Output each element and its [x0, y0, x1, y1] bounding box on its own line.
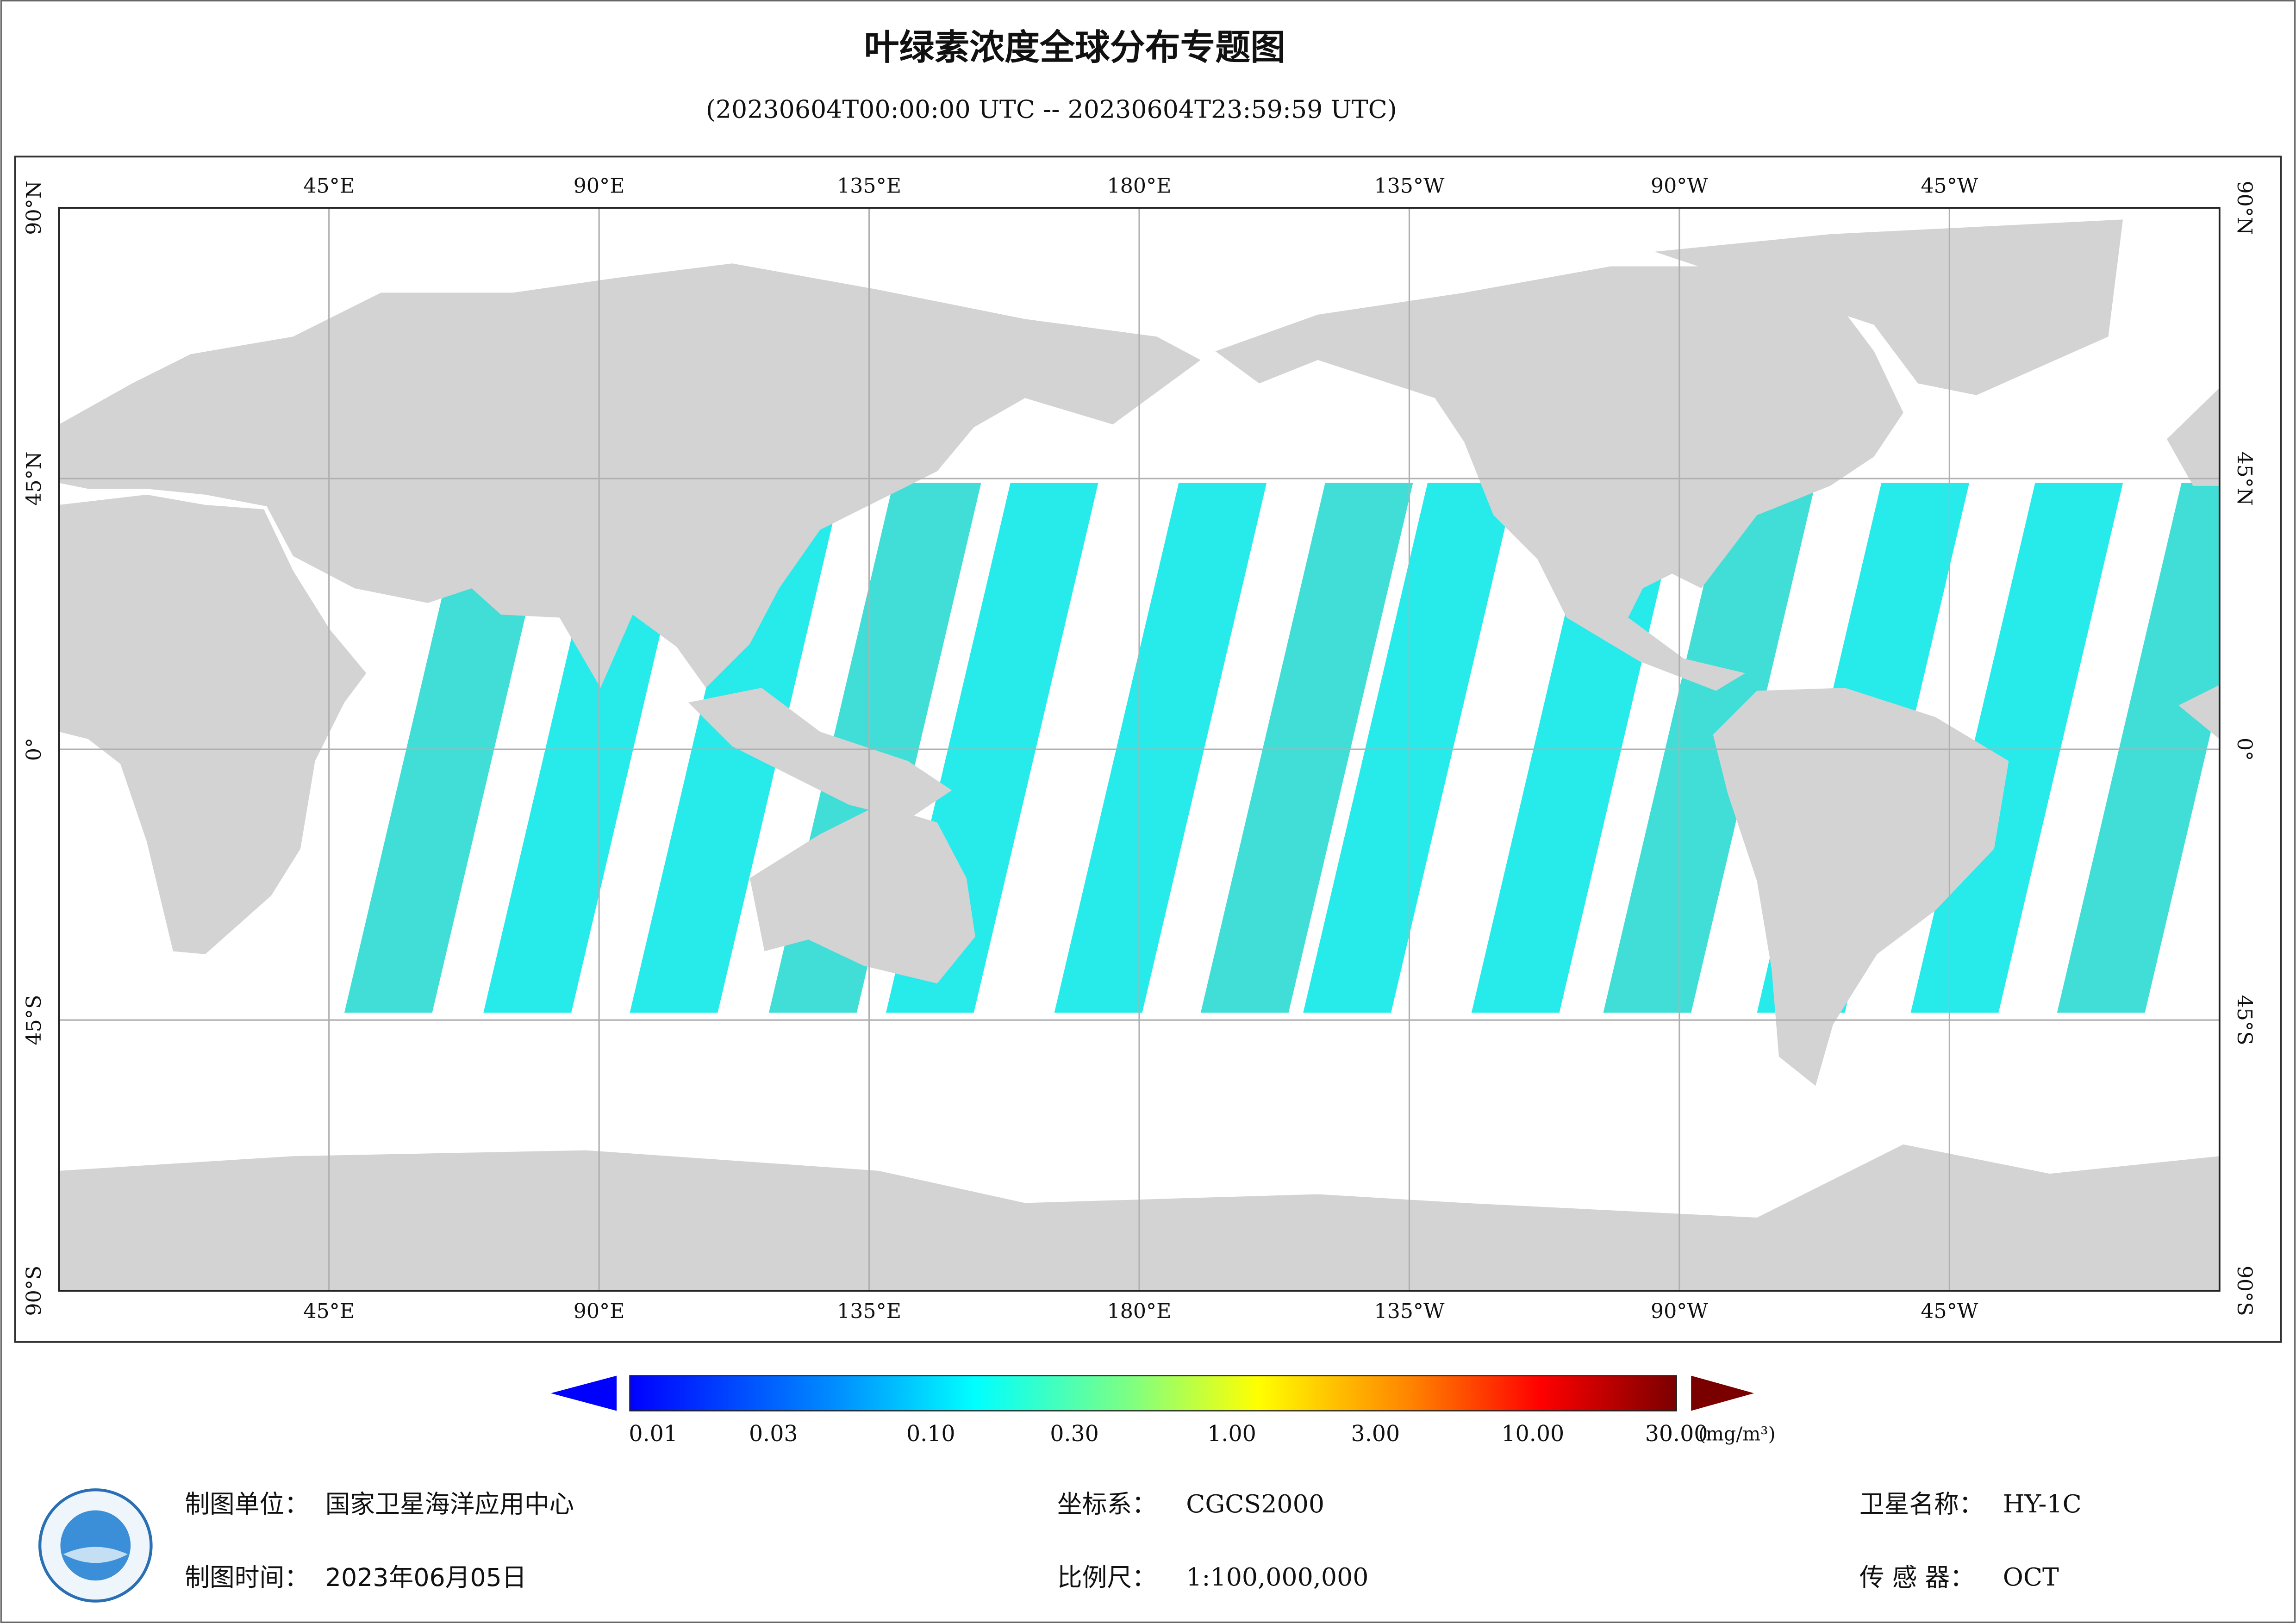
- lon-label: 135°W: [1374, 174, 1445, 198]
- footer-value: 1:100,000,000: [1186, 1562, 1368, 1592]
- swath: [2057, 483, 2220, 1013]
- lon-label: 45°E: [303, 174, 355, 198]
- lat-label: 0°: [22, 738, 46, 761]
- logo: [38, 1488, 153, 1603]
- colorbar-low-arrow: [550, 1375, 617, 1411]
- footer-value: 国家卫星海洋应用中心: [325, 1490, 574, 1519]
- europe-west: [2166, 388, 2220, 486]
- lon-label: 45°E: [303, 1300, 355, 1323]
- lon-label: 135°E: [837, 174, 901, 198]
- graticule: [59, 208, 2220, 1291]
- australia: [749, 805, 975, 984]
- swath: [1471, 483, 1684, 1013]
- map-border: [58, 207, 2221, 1292]
- lon-label: 180°E: [1107, 1300, 1172, 1323]
- logo-wave: [63, 1547, 128, 1563]
- lon-label: 45°W: [1921, 1300, 1978, 1323]
- title: 叶绿素浓度全球分布专题图: [864, 27, 1286, 68]
- colorbar-tick-label: 1.00: [1207, 1421, 1256, 1447]
- subtitle: (20230604T00:00:00 UTC -- 20230604T23:59…: [706, 94, 1397, 124]
- colorbar-tick-label: 0.03: [749, 1421, 798, 1447]
- logo-globe: [60, 1510, 131, 1581]
- swath: [1200, 483, 1413, 1013]
- colorbar-tick-label: 3.00: [1351, 1421, 1400, 1447]
- footer-value: OCT: [2003, 1562, 2059, 1592]
- footer-value: HY-1C: [2003, 1489, 2082, 1518]
- lat-label: 45°S: [22, 995, 46, 1045]
- footer-label: 卫星名称：: [1859, 1490, 1984, 1519]
- lon-label: 90°W: [1651, 174, 1708, 198]
- colorbar-tick-label: 30.00: [1645, 1421, 1708, 1447]
- colorbar: 0.01 0.03 0.10 0.30 1.00 3.00 10.00 30.00(mg/m³…: [550, 1375, 1776, 1447]
- swath: [344, 483, 557, 1013]
- greenland: [1654, 219, 2123, 395]
- eurasia: [59, 263, 1201, 688]
- africa-west: [2178, 684, 2220, 739]
- colorbar-tick-label: 0.01: [629, 1421, 678, 1447]
- lon-label: 180°E: [1107, 174, 1172, 198]
- map-area: [59, 208, 2220, 1291]
- lat-label: 90°N: [22, 180, 46, 235]
- footer-label: 坐标系：: [1057, 1490, 1157, 1519]
- graticule-labels: 45°E 45°E 90°E 90°E 135°E 135°E 180°E 180°E 135°…: [22, 174, 2256, 1323]
- footer-label: 传 感 器：: [1859, 1563, 1975, 1592]
- footer-label: 比例尺：: [1057, 1563, 1157, 1592]
- colorbar-unit: (mg/m³): [1698, 1423, 1776, 1445]
- maritime-asia: [688, 688, 952, 820]
- lat-label: 90°S: [22, 1266, 46, 1316]
- africa: [59, 494, 367, 954]
- lon-label: 90°E: [574, 174, 625, 198]
- colorbar-high-arrow: [1691, 1375, 1754, 1411]
- footer-label: 制图单位：: [185, 1490, 309, 1519]
- lon-label: 45°W: [1921, 174, 1978, 198]
- colorbar-tick-label: 0.10: [906, 1421, 955, 1447]
- lat-label: 90°S: [2233, 1266, 2256, 1316]
- lat-label: 90°N: [2233, 180, 2256, 235]
- colorbar-ramp: [629, 1375, 1677, 1412]
- colorbar-tick-label: 10.00: [1501, 1421, 1564, 1447]
- lat-label: 45°N: [22, 451, 46, 505]
- south-america: [1713, 688, 2009, 1086]
- lat-label: 45°S: [2233, 995, 2256, 1045]
- colorbar-tick-label: 0.30: [1050, 1421, 1099, 1447]
- footer-value: 2023年06月05日: [325, 1563, 527, 1592]
- lon-label: 135°E: [837, 1300, 901, 1323]
- swath: [1054, 483, 1267, 1013]
- lon-label: 135°W: [1374, 1300, 1445, 1323]
- footer-label: 制图时间：: [185, 1563, 309, 1592]
- footer-value: CGCS2000: [1186, 1489, 1324, 1518]
- lon-label: 90°E: [574, 1300, 625, 1323]
- swath: [1603, 483, 1816, 1013]
- lon-label: 90°W: [1651, 1300, 1708, 1323]
- lat-label: 45°N: [2233, 451, 2256, 505]
- lat-label: 0°: [2233, 738, 2256, 761]
